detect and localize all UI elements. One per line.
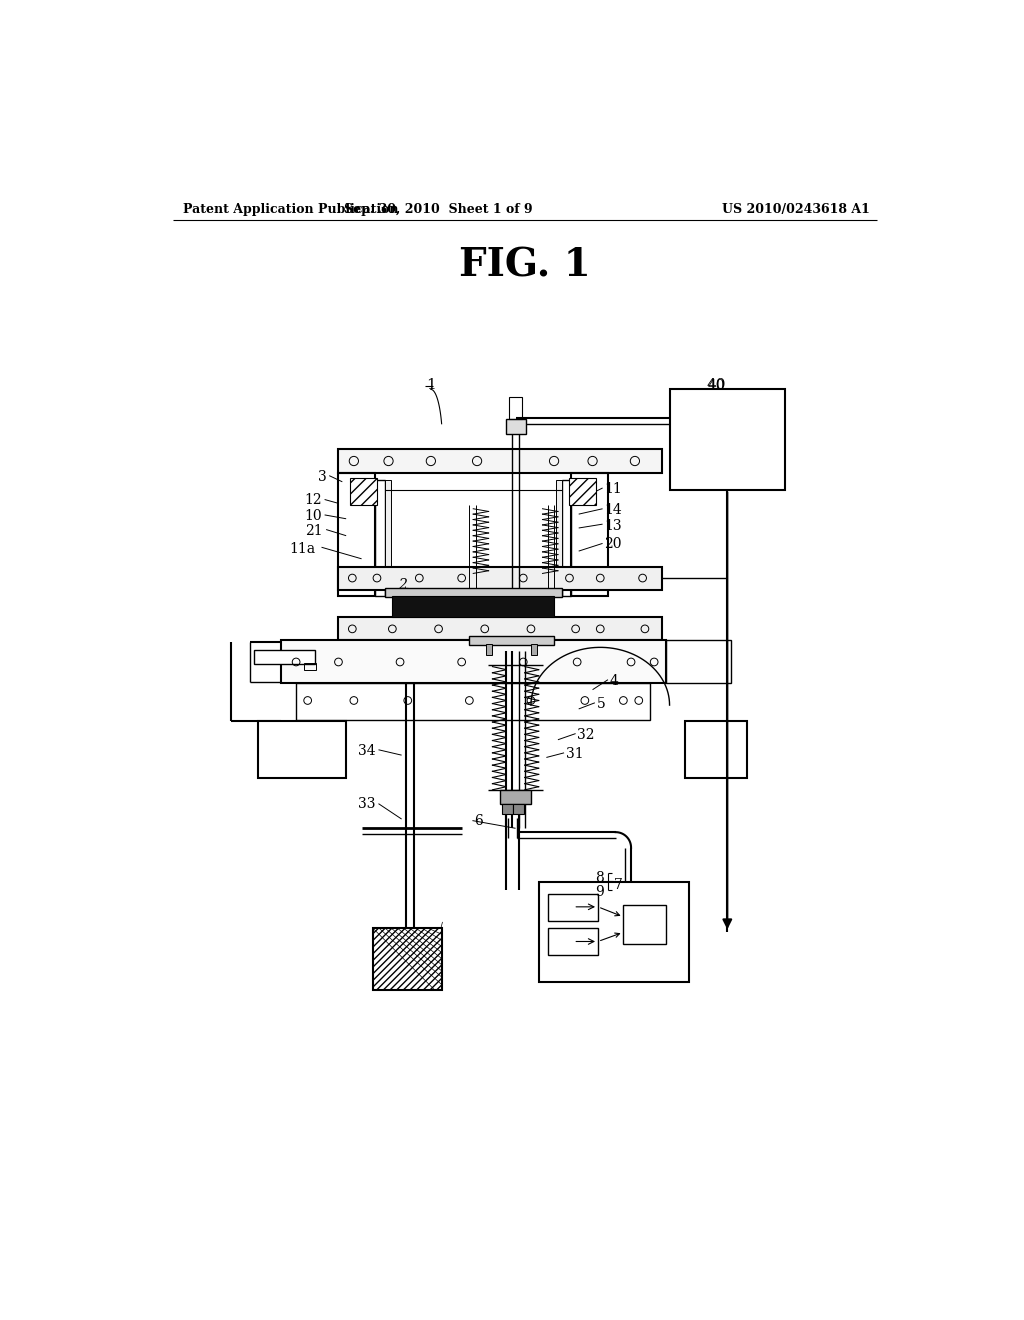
Text: 32: 32 — [578, 729, 595, 742]
Text: 40: 40 — [708, 379, 725, 393]
Text: 4: 4 — [609, 675, 618, 688]
Text: Patent Application Publication: Patent Application Publication — [183, 203, 398, 216]
Bar — [254, 649, 315, 664]
Bar — [513, 804, 524, 814]
Text: 21: 21 — [305, 524, 323, 539]
Text: 1: 1 — [426, 378, 436, 392]
Text: 40: 40 — [707, 378, 726, 392]
Bar — [500, 789, 531, 804]
Bar — [562, 480, 571, 595]
Bar — [376, 480, 385, 595]
Bar — [339, 618, 662, 640]
Bar — [506, 418, 525, 434]
Bar — [339, 566, 662, 590]
Bar — [281, 640, 666, 682]
Bar — [548, 894, 598, 921]
Text: 10: 10 — [304, 508, 322, 523]
Text: Sep. 30, 2010  Sheet 1 of 9: Sep. 30, 2010 Sheet 1 of 9 — [344, 203, 532, 216]
Bar — [624, 906, 666, 944]
Bar — [685, 721, 746, 779]
Text: 5: 5 — [596, 697, 605, 711]
Text: 11a: 11a — [289, 543, 315, 556]
Text: 12: 12 — [304, 494, 322, 507]
Bar — [373, 928, 442, 990]
Text: 33: 33 — [358, 797, 376, 812]
Text: 13: 13 — [604, 519, 622, 533]
Bar — [666, 640, 731, 682]
Bar — [339, 449, 662, 473]
Text: US 2010/0243618 A1: US 2010/0243618 A1 — [722, 203, 869, 216]
Text: 14: 14 — [604, 503, 622, 517]
Bar — [258, 721, 346, 779]
Bar — [569, 478, 596, 506]
Bar — [296, 682, 650, 719]
Bar — [304, 663, 316, 671]
Text: 6: 6 — [474, 814, 482, 829]
Text: 31: 31 — [565, 747, 584, 762]
Text: 9: 9 — [595, 884, 603, 899]
Text: 11: 11 — [604, 482, 622, 496]
Bar — [339, 473, 376, 595]
Bar — [350, 478, 377, 506]
Text: FIG. 1: FIG. 1 — [459, 247, 591, 285]
Bar — [556, 480, 562, 594]
Text: 3: 3 — [318, 470, 327, 484]
Bar — [509, 397, 521, 418]
Bar — [503, 804, 513, 814]
Bar — [469, 636, 554, 645]
Text: 20: 20 — [604, 537, 622, 552]
Text: 8: 8 — [595, 871, 603, 886]
Bar — [385, 480, 391, 594]
Bar — [670, 389, 785, 490]
Bar — [548, 928, 598, 956]
Text: 34: 34 — [357, 743, 376, 758]
Text: 7: 7 — [614, 878, 623, 891]
Bar — [539, 882, 689, 982]
Bar — [486, 644, 493, 655]
Bar — [531, 644, 538, 655]
Text: 2: 2 — [398, 578, 408, 593]
Bar — [385, 589, 562, 597]
Bar — [392, 595, 554, 618]
Bar — [571, 473, 608, 595]
